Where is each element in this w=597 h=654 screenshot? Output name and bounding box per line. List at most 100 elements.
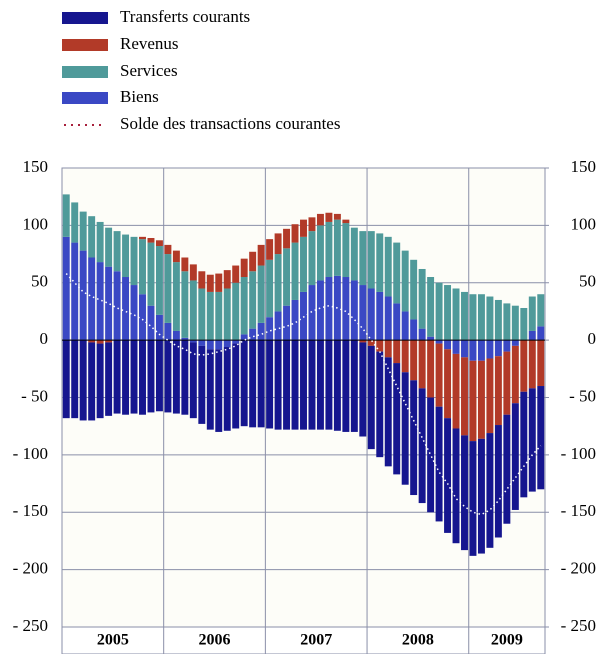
- bar: [266, 259, 274, 318]
- bar: [477, 340, 485, 361]
- bar: [249, 251, 257, 272]
- bar: [367, 340, 375, 346]
- bar: [469, 441, 477, 556]
- bar: [316, 340, 324, 430]
- bar: [206, 291, 214, 341]
- legend-swatch: [62, 39, 108, 51]
- bar: [181, 337, 189, 341]
- bar: [189, 340, 197, 343]
- bar: [139, 340, 146, 415]
- bar: [215, 340, 223, 350]
- bar: [283, 340, 291, 430]
- y2-tick-label: - 250: [561, 616, 596, 635]
- bar: [215, 273, 223, 292]
- bar: [486, 358, 494, 434]
- bar: [435, 343, 443, 407]
- year-label: 2006: [199, 632, 231, 649]
- bar: [342, 340, 350, 432]
- bar: [79, 340, 87, 421]
- bar: [155, 246, 163, 315]
- y2-tick-label: - 100: [561, 444, 596, 463]
- bar: [452, 340, 460, 354]
- bar: [266, 239, 274, 260]
- bar: [283, 305, 291, 341]
- bar: [376, 351, 384, 458]
- bar: [418, 268, 426, 329]
- bar: [418, 328, 426, 341]
- legend-label: Revenus: [120, 34, 179, 53]
- bar: [223, 340, 231, 348]
- bar: [511, 305, 519, 341]
- bar: [240, 258, 248, 278]
- bar: [511, 340, 519, 346]
- bar: [257, 244, 265, 266]
- bar: [308, 231, 316, 286]
- bar: [122, 277, 130, 341]
- bar: [503, 303, 511, 341]
- bar: [520, 307, 528, 341]
- legend-swatch: [62, 66, 108, 78]
- legend-label: Services: [120, 61, 178, 80]
- bar: [342, 223, 350, 278]
- y-tick-label: - 150: [13, 501, 48, 520]
- bar: [283, 248, 291, 306]
- y2-tick-label: 100: [571, 214, 597, 233]
- bar: [139, 294, 146, 341]
- year-label: 2008: [402, 632, 434, 649]
- bar: [418, 388, 426, 504]
- bar: [528, 330, 536, 341]
- bar: [189, 264, 197, 281]
- bar: [469, 360, 477, 442]
- bar: [232, 282, 240, 341]
- bar: [367, 231, 375, 289]
- bar: [444, 418, 452, 533]
- bar: [503, 340, 511, 352]
- bar: [384, 236, 392, 297]
- bar: [494, 425, 502, 538]
- bar: [291, 340, 299, 430]
- bar: [435, 282, 443, 341]
- bar: [223, 288, 231, 341]
- y-tick-label: 150: [23, 157, 49, 176]
- bar: [113, 340, 121, 414]
- y2-tick-label: 150: [571, 157, 597, 176]
- bar: [223, 347, 231, 431]
- bar: [147, 237, 155, 243]
- bar: [494, 299, 502, 341]
- bar: [300, 219, 307, 237]
- bar: [155, 340, 163, 412]
- bar: [113, 231, 121, 272]
- bar: [537, 340, 545, 387]
- bar: [257, 340, 265, 428]
- bar: [249, 340, 257, 428]
- bar: [350, 340, 358, 432]
- legend-label: Solde des transactions courantes: [120, 114, 340, 133]
- bar: [155, 314, 163, 341]
- bar: [435, 406, 443, 522]
- bar: [477, 438, 485, 554]
- bar: [147, 305, 155, 341]
- bar: [198, 340, 206, 346]
- bar: [308, 217, 316, 232]
- bar: [147, 340, 155, 413]
- bar: [359, 342, 367, 437]
- bar: [172, 262, 180, 331]
- bar: [376, 291, 384, 341]
- bar: [435, 340, 443, 344]
- bar: [325, 212, 333, 222]
- bar: [189, 342, 197, 419]
- bar: [232, 343, 240, 429]
- y-tick-label: - 50: [21, 386, 48, 405]
- bar: [452, 353, 460, 429]
- bar: [130, 236, 138, 286]
- bar: [418, 340, 426, 389]
- bar: [62, 194, 70, 237]
- bar: [350, 280, 358, 341]
- bar: [444, 349, 452, 419]
- bar: [393, 363, 401, 475]
- bar: [486, 433, 494, 548]
- bar: [155, 240, 163, 247]
- y2-tick-label: - 150: [561, 501, 596, 520]
- bar: [410, 340, 418, 381]
- bar: [206, 349, 214, 430]
